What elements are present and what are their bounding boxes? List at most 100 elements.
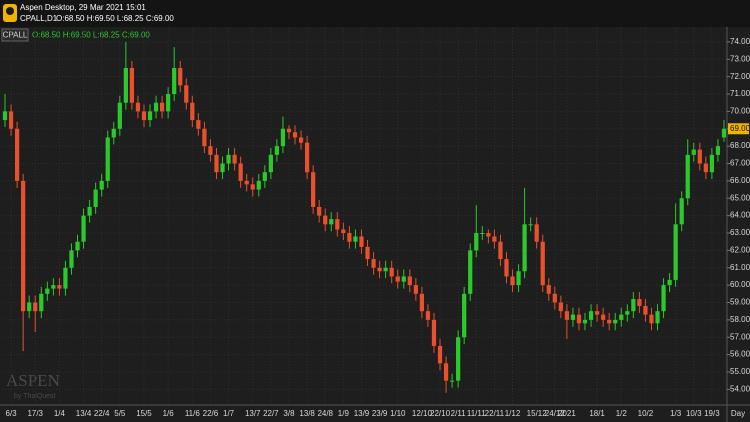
y-tick-label: 58.00 xyxy=(730,315,750,324)
candle-body xyxy=(365,246,370,260)
candle-body xyxy=(558,302,563,312)
candle-body xyxy=(304,142,310,173)
candle-body xyxy=(347,233,352,242)
candle-body xyxy=(69,250,74,268)
candle-body xyxy=(625,311,630,315)
candle-body xyxy=(135,102,141,112)
candle-body xyxy=(111,128,116,138)
candle-body xyxy=(649,314,654,324)
candle-body xyxy=(250,184,255,190)
candle-body xyxy=(75,241,80,251)
y-tick-label: 64.00 xyxy=(730,211,750,220)
y-tick-label: 60.00 xyxy=(730,280,750,289)
title-bar xyxy=(0,0,750,27)
x-tick-label: 6/3 xyxy=(6,409,18,418)
x-tick-label: 1/2 xyxy=(616,409,628,418)
y-tick-label: 70.00 xyxy=(730,107,750,116)
candle-body xyxy=(81,215,86,242)
candle-body xyxy=(570,314,576,320)
candle-body xyxy=(552,293,557,303)
candle-body xyxy=(317,206,322,216)
y-tick-label: 56.00 xyxy=(730,350,750,359)
y-tick-label: 74.00 xyxy=(730,37,750,46)
candle-body xyxy=(588,311,594,320)
y-tick-label: 72.00 xyxy=(730,72,750,81)
candle-body xyxy=(311,172,316,207)
candle-body xyxy=(462,293,467,338)
x-tick-label: 11/11 xyxy=(467,409,486,418)
x-tick-label: 2/11 xyxy=(451,409,467,418)
x-axis-unit: Day xyxy=(731,409,745,418)
x-tick-label: 10/3 xyxy=(686,409,702,418)
candle-body xyxy=(323,215,328,225)
x-tick-label: 13/7 xyxy=(245,409,261,418)
y-tick-label: 54.00 xyxy=(730,384,750,393)
x-tick-label: 15/12 xyxy=(527,409,548,418)
candle-body xyxy=(226,154,231,164)
candle-body xyxy=(8,111,14,129)
candle-body xyxy=(262,172,267,181)
candle-body xyxy=(673,224,678,280)
x-tick-label: 22/7 xyxy=(263,409,279,418)
candle-body xyxy=(87,206,92,216)
candle-body xyxy=(256,180,261,190)
x-tick-label: 5/5 xyxy=(114,409,126,418)
candle-body xyxy=(631,299,636,312)
x-tick-label: 1/9 xyxy=(338,409,350,418)
candle-body xyxy=(353,236,358,242)
candle-body xyxy=(637,299,642,306)
candle-body xyxy=(51,285,56,289)
symbol-line: CPALL,D1 xyxy=(20,14,58,23)
watermark-by: by ThaiQuest xyxy=(14,393,56,400)
candle-body xyxy=(292,132,298,138)
x-tick-label: 24/8 xyxy=(317,409,333,418)
symbol-tag[interactable] xyxy=(1,28,29,42)
candle-body xyxy=(576,314,582,324)
candle-body xyxy=(643,305,648,315)
window-title: Aspen Desktop, 29 Mar 2021 15:01 xyxy=(20,3,146,12)
candle-body xyxy=(105,137,110,181)
candle-body xyxy=(419,293,425,312)
candle-body xyxy=(99,180,104,190)
x-tick-label: 22/11 xyxy=(485,409,505,418)
ohlc-header: O:68.50 H:69.50 L:68.25 C:69.00 xyxy=(56,14,174,23)
candle-body xyxy=(184,85,189,103)
candle-body xyxy=(147,111,153,121)
candle-body xyxy=(141,111,147,121)
candle-body xyxy=(395,276,400,282)
candle-body xyxy=(45,288,50,294)
x-tick-label: 1/3 xyxy=(670,409,682,418)
candle-body xyxy=(721,128,727,138)
candle-body xyxy=(697,149,702,164)
candle-body xyxy=(703,163,708,173)
candle-body xyxy=(582,319,588,324)
candle-body xyxy=(21,180,26,312)
x-tick-label: 19/3 xyxy=(704,409,720,418)
x-tick-label: 1/12 xyxy=(505,409,521,418)
x-tick-label: 2021 xyxy=(558,409,576,418)
candle-body xyxy=(389,267,394,277)
candle-body xyxy=(33,302,38,312)
candle-body xyxy=(431,319,437,346)
y-tick-label: 71.00 xyxy=(730,89,750,98)
candle-body xyxy=(492,236,497,242)
candle-body xyxy=(341,229,346,234)
candle-body xyxy=(220,163,225,173)
candle-body xyxy=(685,154,690,199)
candle-body xyxy=(667,279,672,286)
candle-body xyxy=(153,102,159,112)
candle-body xyxy=(443,363,449,381)
candle-body xyxy=(27,302,32,312)
x-tick-label: 1/7 xyxy=(223,409,235,418)
x-tick-label: 17/3 xyxy=(27,409,43,418)
x-tick-label: 22/4 xyxy=(94,409,110,418)
candle-body xyxy=(661,285,666,312)
y-tick-label: 73.00 xyxy=(730,54,750,63)
candle-body xyxy=(298,137,304,143)
candle-body xyxy=(534,224,539,242)
y-tick-label: 65.00 xyxy=(730,193,750,202)
candle-body xyxy=(564,311,570,320)
x-tick-label: 12/10 xyxy=(412,409,433,418)
candle-body xyxy=(166,94,171,112)
candle-body xyxy=(486,233,491,237)
